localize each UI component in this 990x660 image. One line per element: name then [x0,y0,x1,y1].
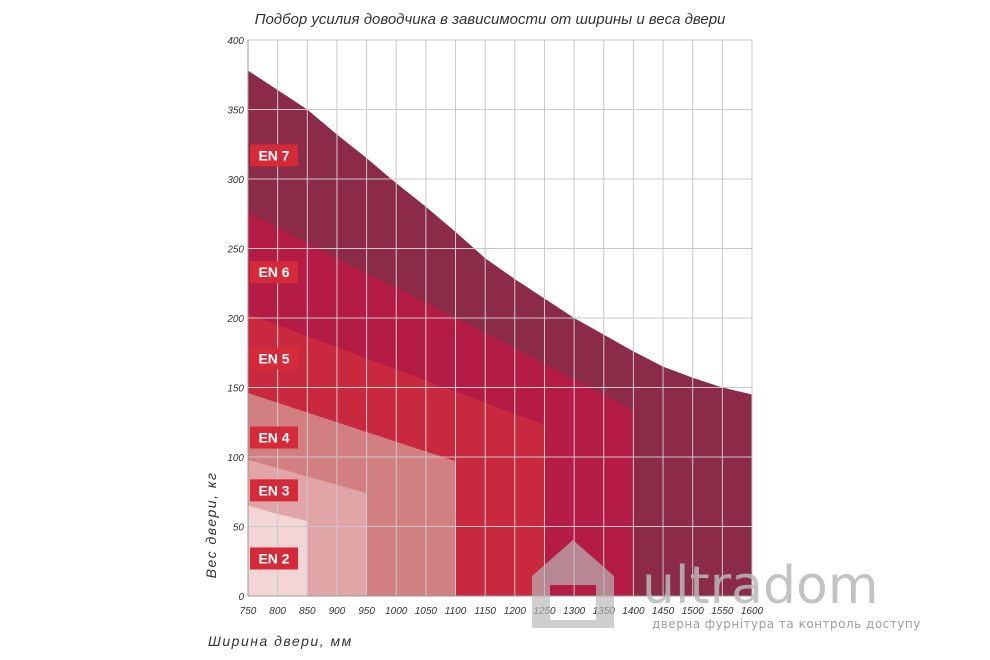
zone-label-en-7: EN 7 [250,144,298,167]
watermark-brand: ultradom [642,556,879,616]
zone-label-text: EN 3 [258,482,289,498]
x-tick-label: 1450 [652,606,675,617]
y-tick-label: 300 [227,175,244,186]
y-tick-label: 250 [226,245,244,256]
zone-label-en-2: EN 2 [250,547,298,570]
zones-layer [248,70,752,597]
zone-label-text: EN 6 [258,264,289,280]
zone-label-box [250,547,298,570]
x-tick-label: 1200 [504,606,527,617]
x-tick-label: 1300 [563,606,586,617]
zone-label-box [250,479,298,502]
zone-label-text: EN 2 [258,550,289,566]
zone-label-en-3: EN 3 [250,479,298,502]
x-tick-label: 850 [299,606,316,617]
zone-label-en-5: EN 5 [250,347,298,370]
x-tick-label: 1550 [711,606,734,617]
x-tick-label: 950 [358,606,375,617]
y-tick-label: 150 [227,384,244,395]
x-tick-label: 1150 [474,606,496,617]
x-tick-label: 1000 [385,606,408,617]
grid-layer [247,39,753,597]
zone-labels-layer: EN 7 EN 6 EN 5 EN 4 EN 3 EN 2 [250,144,298,570]
x-tick-label: 1400 [622,606,645,617]
y-tick-label: 0 [238,592,244,603]
x-tick-label: 750 [240,606,257,617]
x-tick-label: 900 [329,606,346,617]
zone-label-text: EN 5 [258,350,289,366]
x-tick-label: 800 [269,606,286,617]
zone-label-box [250,261,298,284]
zone-label-en-6: EN 6 [250,261,298,284]
x-axis-label: Ширина двери, мм [208,633,353,649]
x-tick-label: 1500 [682,606,705,617]
y-tick-label: 200 [226,314,244,325]
y-axis-label: Вес двери, кг [203,472,219,579]
watermark-tagline: дверна фурнітура та контроль доступу [652,617,921,631]
x-tick-label: 1600 [741,606,764,617]
y-tick-label: 400 [227,36,244,47]
y-tick-label: 100 [227,453,244,464]
zone-label-text: EN 4 [258,430,289,446]
chart-title: Подбор усилия доводчика в зависимости от… [255,11,726,28]
zone-label-box [250,347,298,370]
zone-label-text: EN 7 [258,147,289,163]
x-tick-label: 1100 [445,606,467,617]
watermark: ultradom дверна фурнітура та контроль до… [532,540,921,631]
watermark-logo-icon [532,540,614,628]
zone-label-box [250,144,298,167]
zone-label-en-4: EN 4 [250,426,298,449]
zone-label-box [250,426,298,449]
x-tick-label: 1050 [415,606,438,617]
y-tick-label: 50 [233,523,245,534]
y-tick-label: 350 [227,106,244,117]
